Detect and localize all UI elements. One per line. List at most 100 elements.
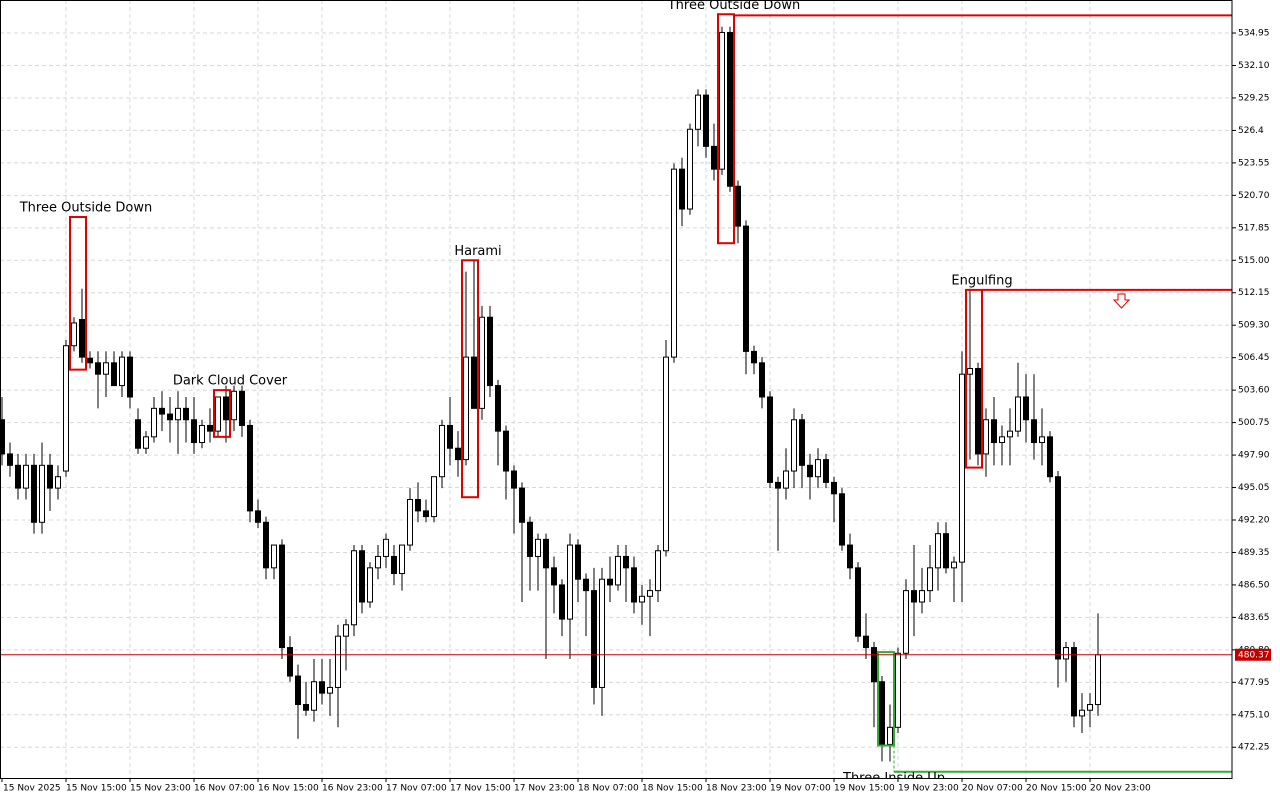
candle-body	[1063, 647, 1069, 660]
candle-body	[183, 407, 189, 421]
candle-body	[1007, 430, 1013, 438]
candle-body	[55, 476, 61, 489]
candle-body	[319, 681, 325, 694]
x-tick-label: 20 Nov 23:00	[1090, 784, 1151, 794]
pattern-box	[717, 13, 735, 245]
candle-body	[943, 533, 949, 569]
candle-body	[1095, 654, 1101, 706]
candle-body	[655, 550, 661, 592]
pattern-box	[213, 389, 231, 438]
candle-body	[751, 350, 757, 364]
y-tick-label: 512.15	[1238, 288, 1270, 298]
candle-body	[263, 521, 269, 569]
candle-body	[559, 584, 565, 620]
y-tick-label: 532.10	[1238, 61, 1270, 71]
y-tick-label: 475.10	[1238, 710, 1270, 720]
candle-body	[815, 459, 821, 478]
candle-body	[103, 362, 109, 375]
pattern-box	[877, 651, 895, 747]
candle-body	[527, 521, 533, 557]
candle-body	[823, 459, 829, 483]
candle-body	[719, 31, 725, 170]
pattern-box	[965, 288, 983, 469]
candle-body	[1015, 396, 1021, 432]
candle-body	[967, 367, 973, 375]
y-tick-label: 534.95	[1238, 29, 1270, 39]
last-price-badge	[1235, 648, 1271, 661]
candle-body	[511, 470, 517, 489]
y-tick-label: 503.60	[1238, 386, 1270, 396]
candle-body	[919, 590, 925, 603]
candle-body	[551, 567, 557, 586]
candle-body	[287, 647, 293, 677]
candle-body	[351, 550, 357, 626]
candle-body	[871, 647, 877, 683]
sell-arrow	[1112, 293, 1131, 309]
candle-body	[7, 453, 13, 466]
x-tick-label: 15 Nov 23:00	[130, 784, 191, 794]
candle-body	[15, 464, 21, 489]
candle-body	[495, 385, 501, 432]
candle-body	[879, 681, 885, 745]
candle-body	[175, 407, 181, 421]
candle-body	[151, 407, 157, 438]
pattern-label: Three Inside Up	[842, 771, 945, 786]
candle-body	[143, 436, 149, 449]
x-tick-label: 18 Nov 15:00	[642, 784, 703, 794]
candle-body	[39, 464, 45, 523]
candle-body	[1047, 436, 1053, 478]
candle-body	[407, 498, 413, 546]
candle-body	[695, 94, 701, 130]
pattern-box	[461, 259, 479, 499]
candle-body	[959, 373, 965, 563]
candle-body	[391, 555, 397, 575]
candle-body	[767, 396, 773, 483]
candle-body	[423, 510, 429, 518]
candle-body	[327, 686, 333, 694]
candle-body	[431, 476, 437, 518]
candle-body	[631, 567, 637, 603]
candle-body	[671, 168, 677, 358]
y-tick-label: 520.70	[1238, 191, 1270, 201]
y-tick-label: 515.00	[1238, 256, 1270, 266]
candle-body	[791, 419, 797, 472]
y-tick-label: 477.95	[1238, 678, 1270, 688]
candle-body	[575, 544, 581, 580]
x-tick-label: 17 Nov 07:00	[386, 784, 447, 794]
y-tick-label: 509.30	[1238, 321, 1270, 331]
candle-body	[303, 704, 309, 711]
x-tick-label: 18 Nov 07:00	[578, 784, 639, 794]
y-tick-label: 500.75	[1238, 418, 1270, 428]
candle-body	[855, 567, 861, 637]
candle-body	[23, 464, 29, 489]
x-tick-label: 17 Nov 15:00	[450, 784, 511, 794]
candle-body	[279, 544, 285, 649]
x-tick-label: 16 Nov 07:00	[194, 784, 255, 794]
candle-body	[663, 356, 669, 552]
candle-body	[743, 225, 749, 352]
x-tick-label: 19 Nov 23:00	[898, 784, 959, 794]
axes: 534.95 532.10 529.25 526.4 523.55 520.70 517.8…	[1, 29, 1271, 794]
candle-body	[207, 424, 213, 432]
y-tick-label: 495.05	[1238, 483, 1270, 493]
candle-body	[47, 464, 53, 489]
candle-body	[367, 567, 373, 603]
candle-body	[799, 419, 805, 466]
candle-body	[999, 436, 1005, 444]
x-tick-label: 20 Nov 07:00	[962, 784, 1023, 794]
candle-body	[503, 430, 509, 472]
candle-body	[623, 555, 629, 569]
candle-body	[647, 590, 653, 597]
candle-body	[687, 128, 693, 210]
candle-body	[71, 322, 77, 347]
y-tick-label: 529.25	[1238, 93, 1270, 103]
candle-body	[927, 567, 933, 592]
candle-body	[247, 424, 253, 512]
candle-body	[255, 510, 261, 523]
candle-body	[615, 555, 621, 586]
candle-body	[983, 419, 989, 455]
y-tick-label: 523.55	[1238, 158, 1270, 168]
candle-body	[447, 424, 453, 449]
